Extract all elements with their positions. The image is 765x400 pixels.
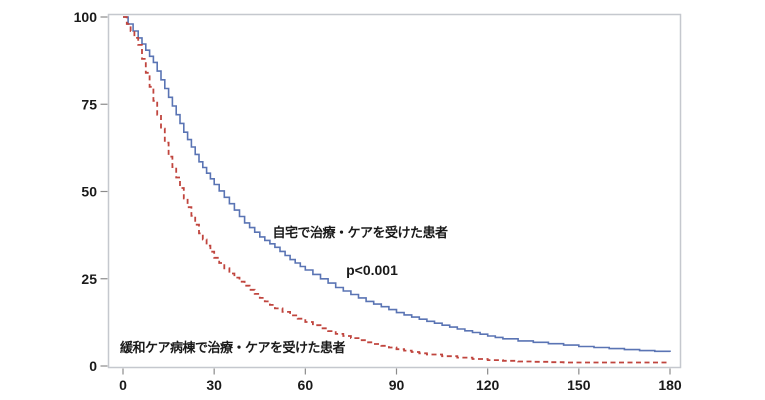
home-care-curve-label: 自宅で治療・ケアを受けた患者 — [272, 225, 448, 240]
palliative-ward-curve — [123, 16, 670, 364]
x-tick-label: 120 — [476, 377, 500, 393]
survival-curves — [123, 16, 671, 364]
y-tick-label: 0 — [89, 358, 97, 374]
x-tick-label: 60 — [298, 377, 314, 393]
palliative-ward-curve-label: 緩和ケア病棟で治療・ケアを受けた患者 — [120, 340, 346, 355]
x-tick-label: 150 — [567, 377, 591, 393]
x-tick-label: 30 — [206, 377, 222, 393]
y-axis-ticks: 0 25 50 75 100 — [74, 9, 108, 374]
y-tick-label: 75 — [81, 96, 97, 112]
x-tick-label: 90 — [389, 377, 405, 393]
y-tick-label: 50 — [81, 184, 97, 200]
y-tick-label: 25 — [81, 271, 97, 287]
home-care-curve — [123, 16, 671, 353]
x-axis-ticks: 0 30 60 90 120 150 180 — [119, 368, 682, 393]
x-tick-label: 180 — [658, 377, 682, 393]
plot-frame — [107, 13, 682, 369]
p-value-label: p<0.001 — [346, 262, 398, 278]
y-tick-label: 100 — [74, 9, 98, 25]
x-tick-label: 0 — [119, 377, 127, 393]
